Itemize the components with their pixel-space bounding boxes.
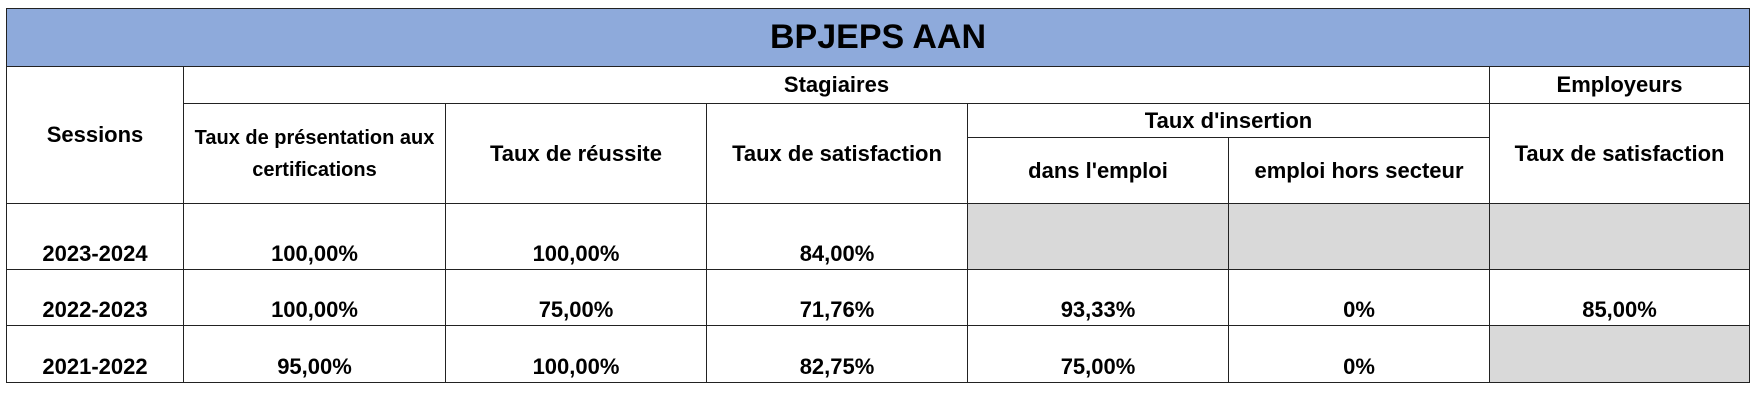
header-row: Sessions Stagiaires Employeurs [6,66,1751,204]
value-cell: 85,00% [1488,269,1751,326]
sessions-header: Sessions [6,66,184,204]
table-title: BPJEPS AAN [5,8,1751,67]
empty-cell [1488,325,1751,383]
value-cell: 71,76% [706,269,968,326]
value-cell: 100,00% [445,325,707,383]
session-cell: 2022-2023 [6,269,184,326]
value-cell: 100,00% [445,203,707,270]
value-cell: 100,00% [183,203,446,270]
title-row: BPJEPS AAN [5,8,1751,67]
value-cell: 0% [1228,269,1490,326]
empty-cell [967,203,1229,270]
results-table: BPJEPS AAN Sessions Stagiaires Employeur… [5,8,1751,383]
value-cell: 75,00% [967,325,1229,383]
column-header: Taux de réussite [445,103,707,204]
empty-cell [1488,203,1751,270]
empty-cell [1228,203,1490,270]
table-body: BPJEPS AAN Sessions Stagiaires Employeur… [5,8,1751,383]
value-cell: 84,00% [706,203,968,270]
column-header: dans l'emploi [967,137,1229,204]
data-row: 2022-2023 100,00% 75,00% 71,76% 93,33% 0% 85,0… [6,269,1751,326]
column-header: Taux de présentation aux certifications [183,103,446,204]
stagiaires-header: Stagiaires [183,66,1490,104]
column-header: Taux de satisfaction [1488,103,1751,204]
value-cell: 93,33% [967,269,1229,326]
value-cell: 0% [1228,325,1490,383]
insertion-header: Taux d'insertion [967,103,1490,138]
value-cell: 82,75% [706,325,968,383]
data-row: 2021-2022 95,00% 100,00% 82,75% 75,00% 0% [6,325,1751,383]
header-row: Taux de présentation aux certifications … [7,103,1751,204]
value-cell: 100,00% [183,269,446,326]
session-cell: 2023-2024 [6,203,184,270]
header-row: dans l'emploi emploi hors secteur [7,137,1750,204]
value-cell: 75,00% [445,269,707,326]
value-cell: 95,00% [183,325,446,383]
data-row: 2023-2024 100,00% 100,00% 84,00% [6,203,1751,270]
employeurs-header: Employeurs [1488,66,1751,104]
column-header: emploi hors secteur [1228,137,1490,204]
session-cell: 2021-2022 [6,325,184,383]
column-header: Taux de satisfaction [706,103,968,204]
